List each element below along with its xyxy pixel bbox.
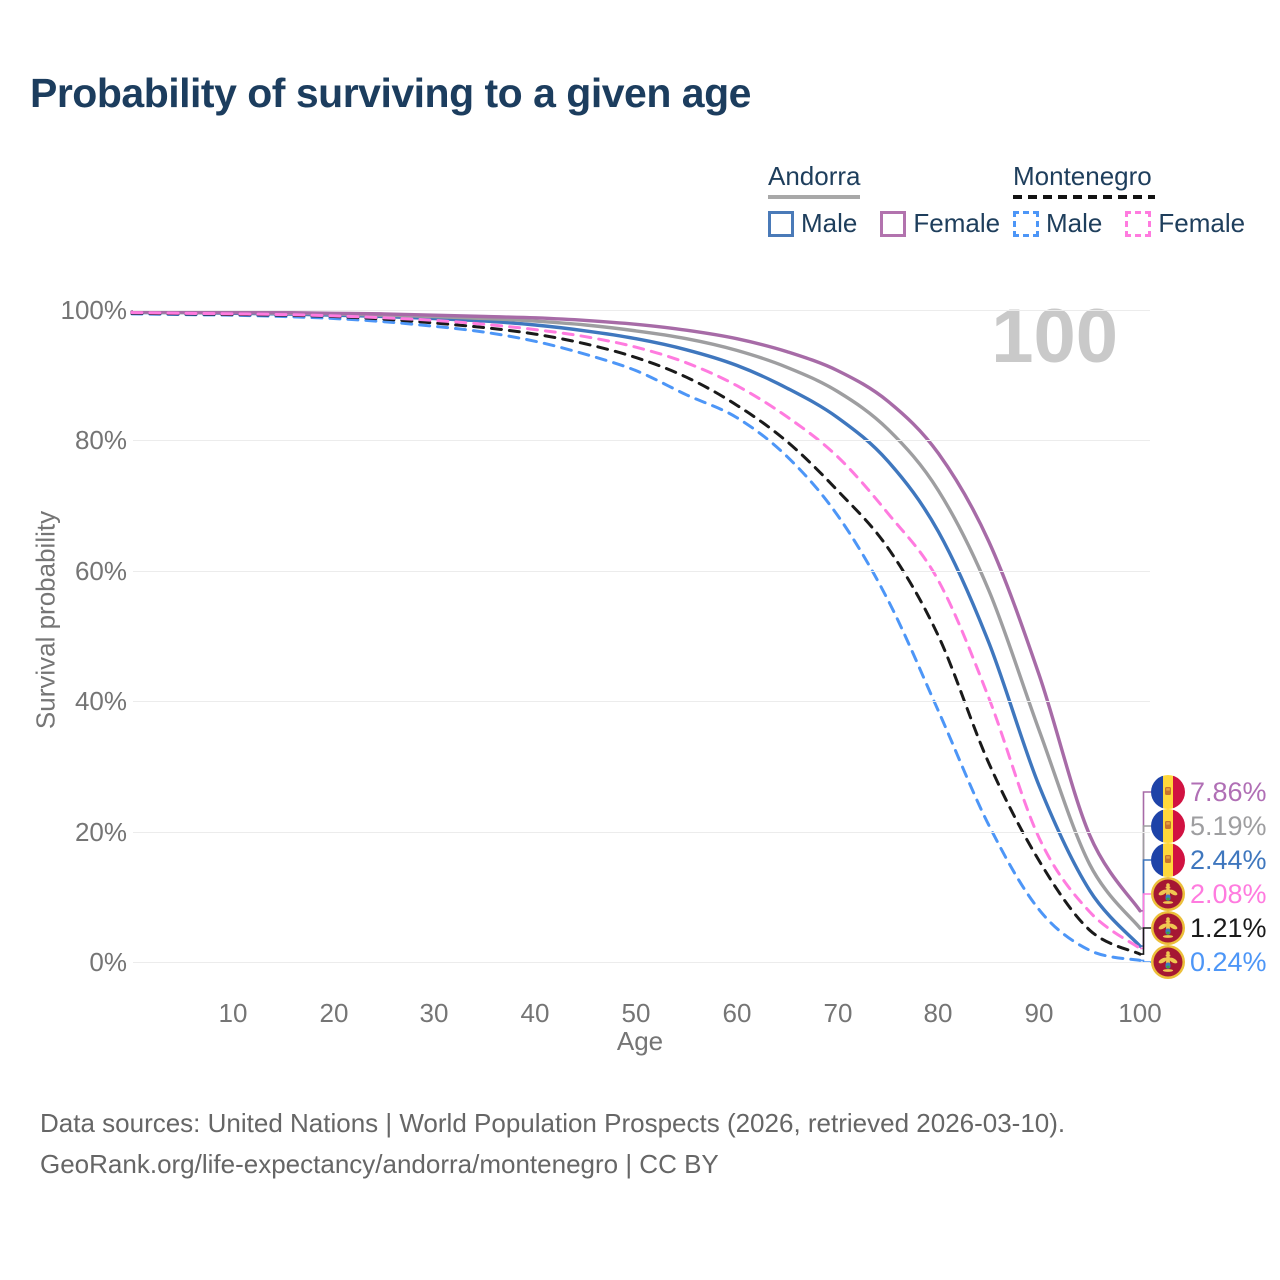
gridline xyxy=(133,832,1150,833)
montenegro-flag-icon xyxy=(1151,877,1185,911)
gridline xyxy=(133,962,1150,963)
page-title: Probability of surviving to a given age xyxy=(30,70,751,116)
legend-country-montenegro[interactable]: Montenegro xyxy=(1013,161,1152,191)
x-tick-label: 40 xyxy=(520,998,550,1028)
curve-andorra-male xyxy=(130,310,1142,948)
legend-group-andorra: Andorra Male Female xyxy=(768,161,1000,239)
y-tick-label: 80% xyxy=(74,425,127,455)
legend-swatch-andorra-female[interactable] xyxy=(880,210,907,237)
end-value-label: 2.44% xyxy=(1190,844,1267,875)
end-label-connector-montenegro-female xyxy=(1140,893,1151,950)
gridline xyxy=(133,571,1150,572)
montenegro-flag-icon xyxy=(1151,911,1185,945)
legend-label-andorra-male[interactable]: Male xyxy=(801,208,858,238)
andorra-solid-line-sample xyxy=(768,195,860,199)
curve-andorra xyxy=(130,310,1142,930)
legend-country-andorra[interactable]: Andorra xyxy=(768,161,861,191)
x-tick-label: 20 xyxy=(319,998,349,1028)
end-label-connector-andorra-female xyxy=(1140,791,1151,912)
end-label-row-andorra: 5.19% xyxy=(1151,809,1267,843)
legend-swatch-andorra-male[interactable] xyxy=(768,210,794,237)
x-tick-label: 70 xyxy=(823,998,853,1028)
curve-montenegro xyxy=(130,311,1142,956)
y-tick-label: 0% xyxy=(89,947,127,977)
x-tick-label: 80 xyxy=(923,998,953,1028)
end-value-label: 7.86% xyxy=(1190,776,1267,807)
legend-label-montenegro-male[interactable]: Male xyxy=(1046,208,1103,238)
x-axis-title: Age xyxy=(616,1026,664,1056)
curve-montenegro-male xyxy=(130,312,1142,962)
x-tick-label: 30 xyxy=(419,998,449,1028)
end-label-row-montenegro-male: 0.24% xyxy=(1151,945,1267,979)
y-tick-label: 20% xyxy=(74,817,127,847)
legend-label-montenegro-female[interactable]: Female xyxy=(1158,208,1246,238)
curve-andorra-female xyxy=(130,310,1142,913)
end-label-row-montenegro: 1.21% xyxy=(1151,911,1267,945)
end-label-row-montenegro-female: 2.08% xyxy=(1151,877,1267,911)
legend-swatch-montenegro-male[interactable] xyxy=(1013,210,1039,237)
end-label-connector-montenegro xyxy=(1140,927,1151,955)
curve-montenegro-female xyxy=(130,311,1142,950)
end-label-connector-andorra xyxy=(1140,825,1151,929)
legend-swatch-montenegro-female[interactable] xyxy=(1125,210,1152,237)
y-tick-label: 40% xyxy=(74,686,127,716)
x-tick-label: 50 xyxy=(621,998,651,1028)
gridline xyxy=(133,701,1150,702)
legend-label-andorra-female[interactable]: Female xyxy=(913,208,1001,238)
gridline xyxy=(133,310,1150,311)
footer: Data sources: United Nations | World Pop… xyxy=(40,1103,1065,1185)
legend-group-montenegro: Montenegro Male Female xyxy=(1013,161,1245,239)
andorra-flag-icon xyxy=(1151,775,1185,809)
end-label-row-andorra-female: 7.86% xyxy=(1151,775,1267,809)
end-value-label: 1.21% xyxy=(1190,912,1267,943)
data-sources-line: Data sources: United Nations | World Pop… xyxy=(40,1108,1066,1138)
y-tick-label: 100% xyxy=(60,295,128,325)
end-label-row-andorra-male: 2.44% xyxy=(1151,843,1267,877)
end-value-label: 2.08% xyxy=(1190,878,1267,909)
y-tick-label: 60% xyxy=(74,556,127,586)
age-watermark: 100 xyxy=(991,294,1118,379)
x-tick-label: 60 xyxy=(722,998,752,1028)
andorra-flag-icon xyxy=(1151,843,1185,877)
x-tick-label: 90 xyxy=(1024,998,1054,1028)
end-value-label: 5.19% xyxy=(1190,810,1267,841)
end-label-connector-andorra-male xyxy=(1140,859,1151,947)
montenegro-flag-icon xyxy=(1151,945,1185,979)
x-tick-label: 10 xyxy=(218,998,248,1028)
attribution-line: GeoRank.org/life-expectancy/andorra/mont… xyxy=(40,1149,719,1179)
gridline xyxy=(133,440,1150,441)
montenegro-dashed-line-sample xyxy=(1013,195,1155,199)
andorra-flag-icon xyxy=(1151,809,1185,843)
x-tick-label: 100 xyxy=(1118,998,1162,1028)
end-value-label: 0.24% xyxy=(1190,946,1267,977)
